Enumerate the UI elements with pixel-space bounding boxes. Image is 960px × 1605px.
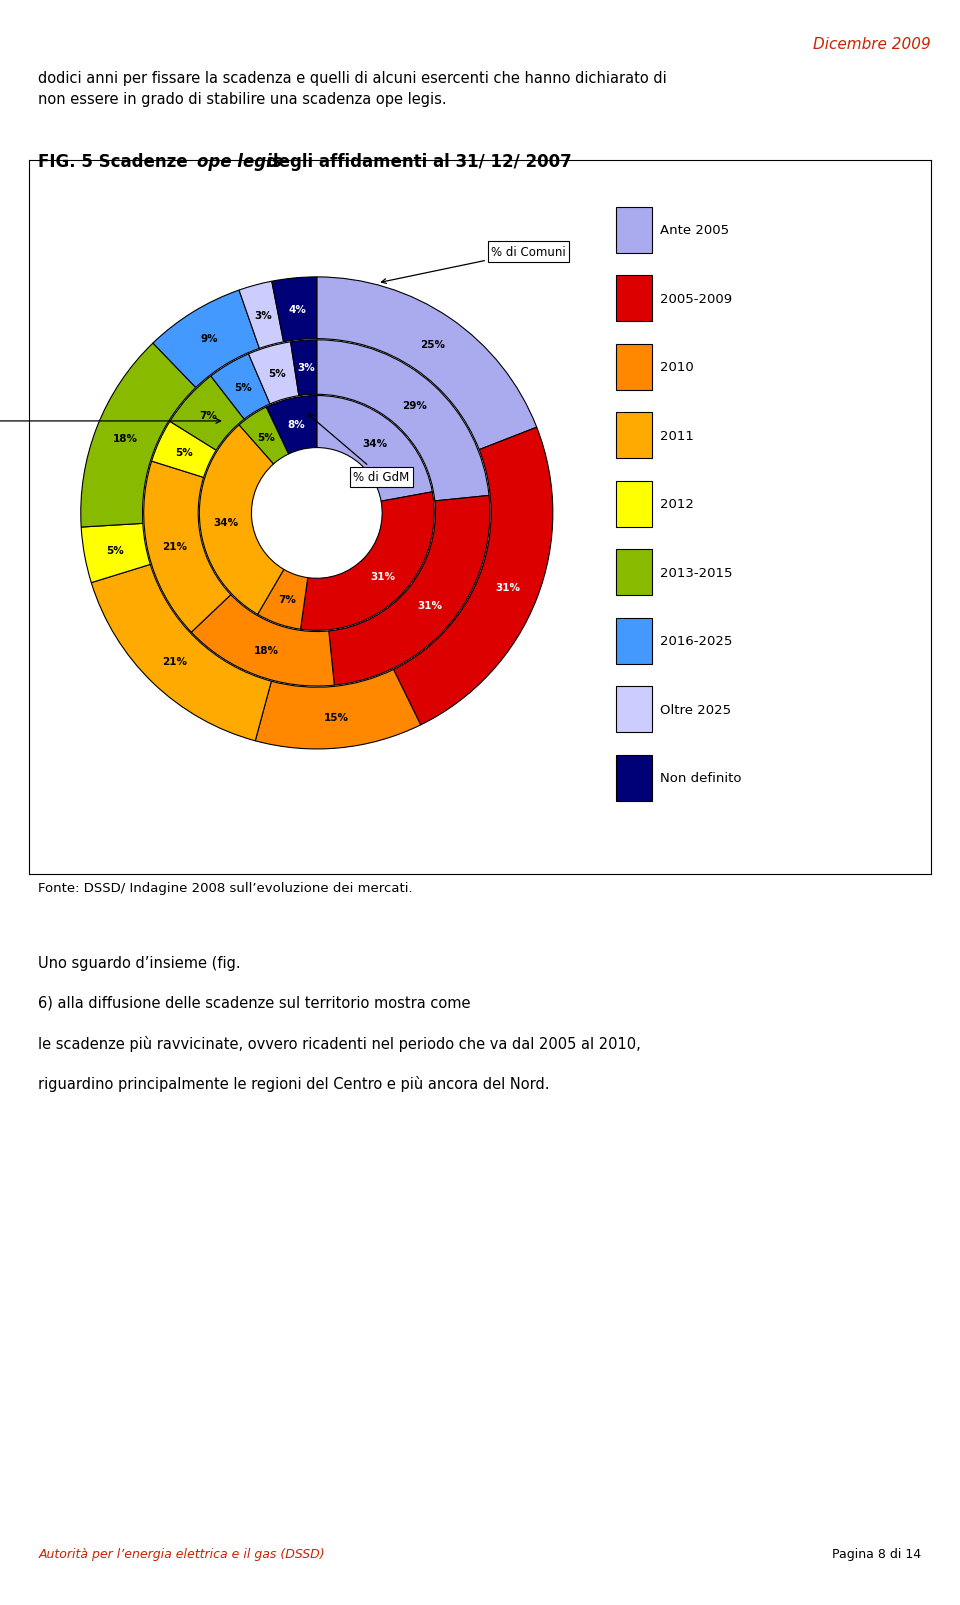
Bar: [616, 207, 653, 254]
Text: Non definito: Non definito: [660, 772, 742, 785]
Text: 31%: 31%: [371, 571, 396, 583]
Text: 31%: 31%: [418, 600, 443, 612]
Wedge shape: [239, 408, 289, 464]
Wedge shape: [211, 355, 270, 421]
Bar: [616, 345, 653, 390]
Text: 5%: 5%: [106, 546, 124, 555]
Wedge shape: [300, 493, 434, 631]
Wedge shape: [317, 396, 432, 502]
Wedge shape: [82, 525, 151, 583]
Text: 31%: 31%: [495, 583, 520, 594]
Text: 5%: 5%: [176, 448, 193, 457]
Text: 2005-2009: 2005-2009: [660, 292, 732, 305]
Text: 9%: 9%: [201, 334, 218, 343]
Text: 25%: 25%: [420, 339, 445, 350]
Text: 34%: 34%: [363, 438, 388, 448]
Text: 2011: 2011: [660, 430, 694, 443]
Text: dodici anni per fissare la scadenza e quelli di alcuni esercenti che hanno dichi: dodici anni per fissare la scadenza e qu…: [38, 71, 667, 85]
Bar: [616, 687, 653, 733]
Wedge shape: [317, 278, 537, 451]
Text: 18%: 18%: [253, 645, 278, 655]
Wedge shape: [153, 291, 259, 388]
Text: % di GdM: % di GdM: [308, 414, 409, 483]
Text: 4%: 4%: [288, 305, 306, 315]
Text: riguardino principalmente le regioni del Centro e più ancora del Nord.: riguardino principalmente le regioni del…: [38, 1075, 550, 1091]
Text: 3%: 3%: [254, 311, 273, 321]
Text: 7%: 7%: [278, 595, 296, 605]
Bar: [616, 482, 653, 528]
Text: % di volumi: % di volumi: [0, 416, 221, 429]
Wedge shape: [200, 425, 284, 615]
Text: 2013-2015: 2013-2015: [660, 567, 732, 579]
Text: 2012: 2012: [660, 498, 694, 510]
Wedge shape: [144, 462, 230, 632]
Text: Ante 2005: Ante 2005: [660, 225, 730, 238]
Bar: [616, 754, 653, 801]
Text: FIG. 5 Scadenze: FIG. 5 Scadenze: [38, 152, 194, 170]
Wedge shape: [81, 343, 196, 528]
Wedge shape: [394, 429, 553, 725]
Text: 2016-2025: 2016-2025: [660, 634, 732, 648]
Wedge shape: [239, 282, 283, 350]
Text: 2010: 2010: [660, 361, 694, 374]
Wedge shape: [329, 496, 490, 685]
Text: Dicembre 2009: Dicembre 2009: [813, 37, 931, 51]
Wedge shape: [257, 570, 308, 629]
Text: Uno sguardo d’insieme (fig.: Uno sguardo d’insieme (fig.: [38, 955, 241, 969]
Wedge shape: [170, 377, 244, 451]
Bar: [616, 412, 653, 459]
Wedge shape: [266, 396, 317, 454]
Text: 6) alla diffusione delle scadenze sul territorio mostra come: 6) alla diffusione delle scadenze sul te…: [38, 995, 471, 1010]
Text: Autorità per l’energia elettrica e il gas (DSSD): Autorità per l’energia elettrica e il ga…: [38, 1547, 325, 1560]
Text: ope legis: ope legis: [197, 152, 281, 170]
Text: 15%: 15%: [324, 713, 348, 722]
Text: 5%: 5%: [257, 432, 276, 443]
Text: 29%: 29%: [402, 400, 427, 411]
Text: Pagina 8 di 14: Pagina 8 di 14: [832, 1547, 922, 1560]
Wedge shape: [291, 340, 317, 396]
Bar: [616, 276, 653, 323]
Text: Fonte: DSSD/ Indagine 2008 sull’evoluzione dei mercati.: Fonte: DSSD/ Indagine 2008 sull’evoluzio…: [38, 881, 413, 894]
Text: 7%: 7%: [200, 411, 218, 421]
Text: 18%: 18%: [113, 433, 138, 445]
Text: Oltre 2025: Oltre 2025: [660, 703, 732, 716]
Wedge shape: [191, 595, 334, 687]
Text: % di Comuni: % di Comuni: [381, 246, 565, 284]
Wedge shape: [249, 342, 299, 404]
Text: 21%: 21%: [162, 541, 187, 552]
Text: non essere in grado di stabilire una scadenza ope legis.: non essere in grado di stabilire una sca…: [38, 91, 447, 106]
Wedge shape: [91, 565, 272, 742]
Text: 21%: 21%: [162, 656, 187, 666]
Text: 8%: 8%: [288, 419, 305, 430]
Bar: [616, 551, 653, 595]
Wedge shape: [272, 278, 317, 342]
Wedge shape: [255, 669, 420, 750]
Text: 34%: 34%: [213, 517, 238, 528]
Text: 5%: 5%: [268, 369, 285, 379]
Wedge shape: [317, 340, 489, 502]
Text: le scadenze più ravvicinate, ovvero ricadenti nel periodo che va dal 2005 al 201: le scadenze più ravvicinate, ovvero rica…: [38, 1035, 641, 1051]
Text: degli affidamenti al 31/ 12/ 2007: degli affidamenti al 31/ 12/ 2007: [261, 152, 572, 170]
Text: 3%: 3%: [297, 363, 315, 374]
Text: 5%: 5%: [234, 384, 252, 393]
Wedge shape: [152, 422, 216, 478]
Bar: [616, 618, 653, 664]
